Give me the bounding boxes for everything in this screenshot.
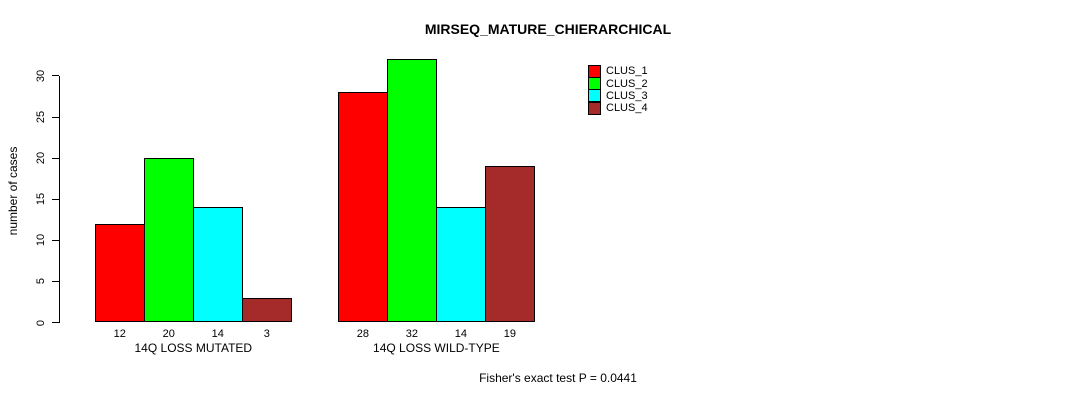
legend-item: CLUS_4 bbox=[588, 101, 648, 115]
fisher-test-annotation: Fisher's exact test P = 0.0441 bbox=[479, 371, 637, 385]
bar-value-label: 14 bbox=[454, 328, 468, 340]
legend: CLUS_1 CLUS_2 CLUS_3 CLUS_4 bbox=[588, 64, 648, 115]
legend-swatch-clus_3 bbox=[588, 89, 601, 103]
y-axis-tick bbox=[52, 280, 59, 282]
y-axis-tick-label: 20 bbox=[35, 151, 47, 165]
y-axis-tick-label: 25 bbox=[35, 110, 47, 124]
y-axis-tick bbox=[52, 322, 59, 323]
y-axis-line bbox=[59, 76, 60, 323]
y-axis-tick bbox=[52, 116, 59, 118]
legend-swatch-clus_1 bbox=[588, 64, 601, 78]
bar-value-label: 20 bbox=[162, 328, 175, 340]
y-axis-tick bbox=[52, 198, 59, 200]
y-axis-tick-label: 0 bbox=[35, 319, 47, 326]
bar-clus_2 bbox=[144, 158, 195, 323]
bar-value-label: 12 bbox=[113, 328, 126, 340]
legend-swatch-clus_2 bbox=[588, 77, 601, 91]
y-axis-tick bbox=[52, 75, 59, 77]
y-axis-tick-label: 15 bbox=[35, 193, 47, 206]
bar-clus_4 bbox=[242, 297, 293, 323]
y-axis-tick-label: 5 bbox=[35, 278, 47, 285]
category-label: 14Q LOSS MUTATED bbox=[134, 341, 253, 355]
bar-clus_1 bbox=[338, 92, 389, 323]
bar-clus_1 bbox=[95, 223, 146, 323]
legend-swatch-clus_4 bbox=[588, 101, 601, 115]
y-axis-tick bbox=[52, 239, 59, 241]
y-axis-tick bbox=[52, 157, 59, 159]
bar-value-label: 32 bbox=[405, 328, 419, 340]
legend-label: CLUS_1 bbox=[606, 65, 648, 78]
y-axis-label: number of cases bbox=[6, 146, 20, 236]
bar-clus_4 bbox=[485, 166, 536, 323]
legend-label: CLUS_2 bbox=[606, 77, 648, 90]
legend-item: CLUS_2 bbox=[588, 77, 648, 91]
legend-label: CLUS_3 bbox=[606, 89, 648, 102]
bar-value-label: 19 bbox=[503, 328, 517, 340]
bar-value-label: 3 bbox=[263, 328, 270, 340]
bar-clus_2 bbox=[387, 59, 438, 323]
y-axis-tick-label: 10 bbox=[35, 234, 47, 247]
y-axis-tick-label: 30 bbox=[35, 69, 47, 83]
legend-label: CLUS_4 bbox=[606, 102, 648, 115]
legend-item: CLUS_1 bbox=[588, 64, 648, 78]
bar-clus_3 bbox=[436, 207, 487, 323]
category-label: 14Q LOSS WILD-TYPE bbox=[373, 341, 500, 355]
legend-item: CLUS_3 bbox=[588, 89, 648, 103]
bar-clus_3 bbox=[193, 207, 244, 323]
chart-title: MIRSEQ_MATURE_CHIERARCHICAL bbox=[424, 21, 672, 37]
bar-value-label: 28 bbox=[356, 328, 370, 340]
bar-value-label: 14 bbox=[211, 328, 224, 340]
